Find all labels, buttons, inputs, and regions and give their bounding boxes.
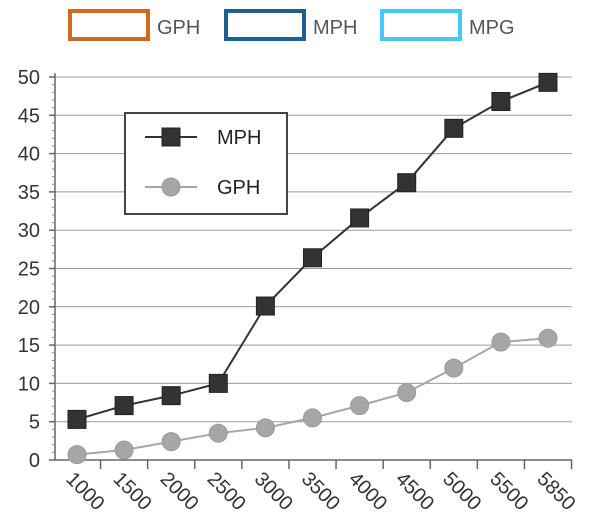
data-point-gph: [208, 423, 228, 443]
legend-label-gph: GPH: [157, 17, 200, 39]
data-point-mph: [303, 248, 322, 268]
y-tick-label: 45: [18, 105, 40, 127]
y-axis-ticks: 0 5 10 15 20 25 30 35 40 45 50: [18, 67, 55, 472]
data-point-gph: [114, 440, 134, 460]
series-layer: [67, 72, 558, 465]
x-tick-label: 1500: [109, 468, 156, 515]
legend-swatch-mph: [224, 9, 306, 41]
x-tick-label: 4500: [391, 468, 438, 515]
x-tick-label: 3500: [297, 468, 344, 515]
y-tick-label: 15: [18, 335, 40, 357]
series-line-gph: [76, 337, 549, 456]
data-point-gph: [67, 445, 87, 465]
x-tick-label: 2500: [203, 468, 250, 515]
inner-legend-box: [124, 112, 288, 215]
data-point-gph: [255, 418, 275, 438]
y-tick-label: 30: [18, 220, 40, 242]
data-point-gph: [444, 358, 464, 378]
x-tick-label: 4000: [344, 468, 391, 515]
legend-swatch-gph: [68, 9, 150, 41]
axes: [54, 73, 572, 461]
y-tick-label: 20: [18, 297, 40, 319]
data-point-mph: [491, 92, 511, 112]
x-tick-label: 2000: [156, 468, 203, 515]
data-point-mph: [444, 118, 464, 138]
data-point-gph: [397, 383, 417, 403]
x-tick-label: 5500: [485, 468, 532, 515]
inner-legend: MPH GPH: [124, 112, 288, 215]
y-tick-label: 10: [18, 373, 40, 395]
x-tick-label: 3000: [250, 468, 297, 515]
inner-legend-marker-gph: [161, 177, 181, 197]
x-axis-ticks: 1000 1500 2000 2500 3000 3500 4000 4500 5000 5500…: [61, 460, 579, 515]
data-point-mph: [67, 409, 87, 429]
y-tick-label: 0: [29, 450, 40, 472]
data-point-mph: [350, 208, 370, 228]
data-point-gph: [350, 396, 370, 416]
data-point-mph: [208, 373, 228, 393]
data-point-mph: [114, 396, 134, 416]
data-point-gph: [303, 408, 322, 428]
inner-legend-marker-mph: [161, 127, 181, 147]
x-tick-label: 5000: [438, 468, 485, 515]
legend-swatch-mpg: [380, 9, 462, 41]
x-tick-label: 1000: [61, 468, 108, 515]
data-point-mph: [538, 72, 558, 92]
y-tick-label: 40: [18, 144, 40, 166]
y-tick-label: 25: [18, 259, 40, 281]
top-legend: GPH MPH MPG: [68, 9, 515, 41]
data-point-gph: [538, 328, 558, 348]
data-point-mph: [255, 296, 275, 316]
data-point-gph: [161, 432, 181, 452]
data-point-mph: [161, 386, 181, 406]
legend-label-mpg: MPG: [469, 17, 515, 39]
legend-label-mph: MPH: [313, 17, 357, 39]
y-tick-label: 50: [18, 67, 40, 89]
inner-legend-label-gph: GPH: [217, 177, 260, 199]
data-point-mph: [397, 173, 417, 193]
inner-legend-label-mph: MPH: [217, 127, 261, 149]
x-tick-label: 5850: [532, 468, 579, 515]
y-tick-label: 5: [29, 412, 40, 434]
y-tick-label: 35: [18, 182, 40, 204]
data-point-gph: [491, 332, 511, 352]
